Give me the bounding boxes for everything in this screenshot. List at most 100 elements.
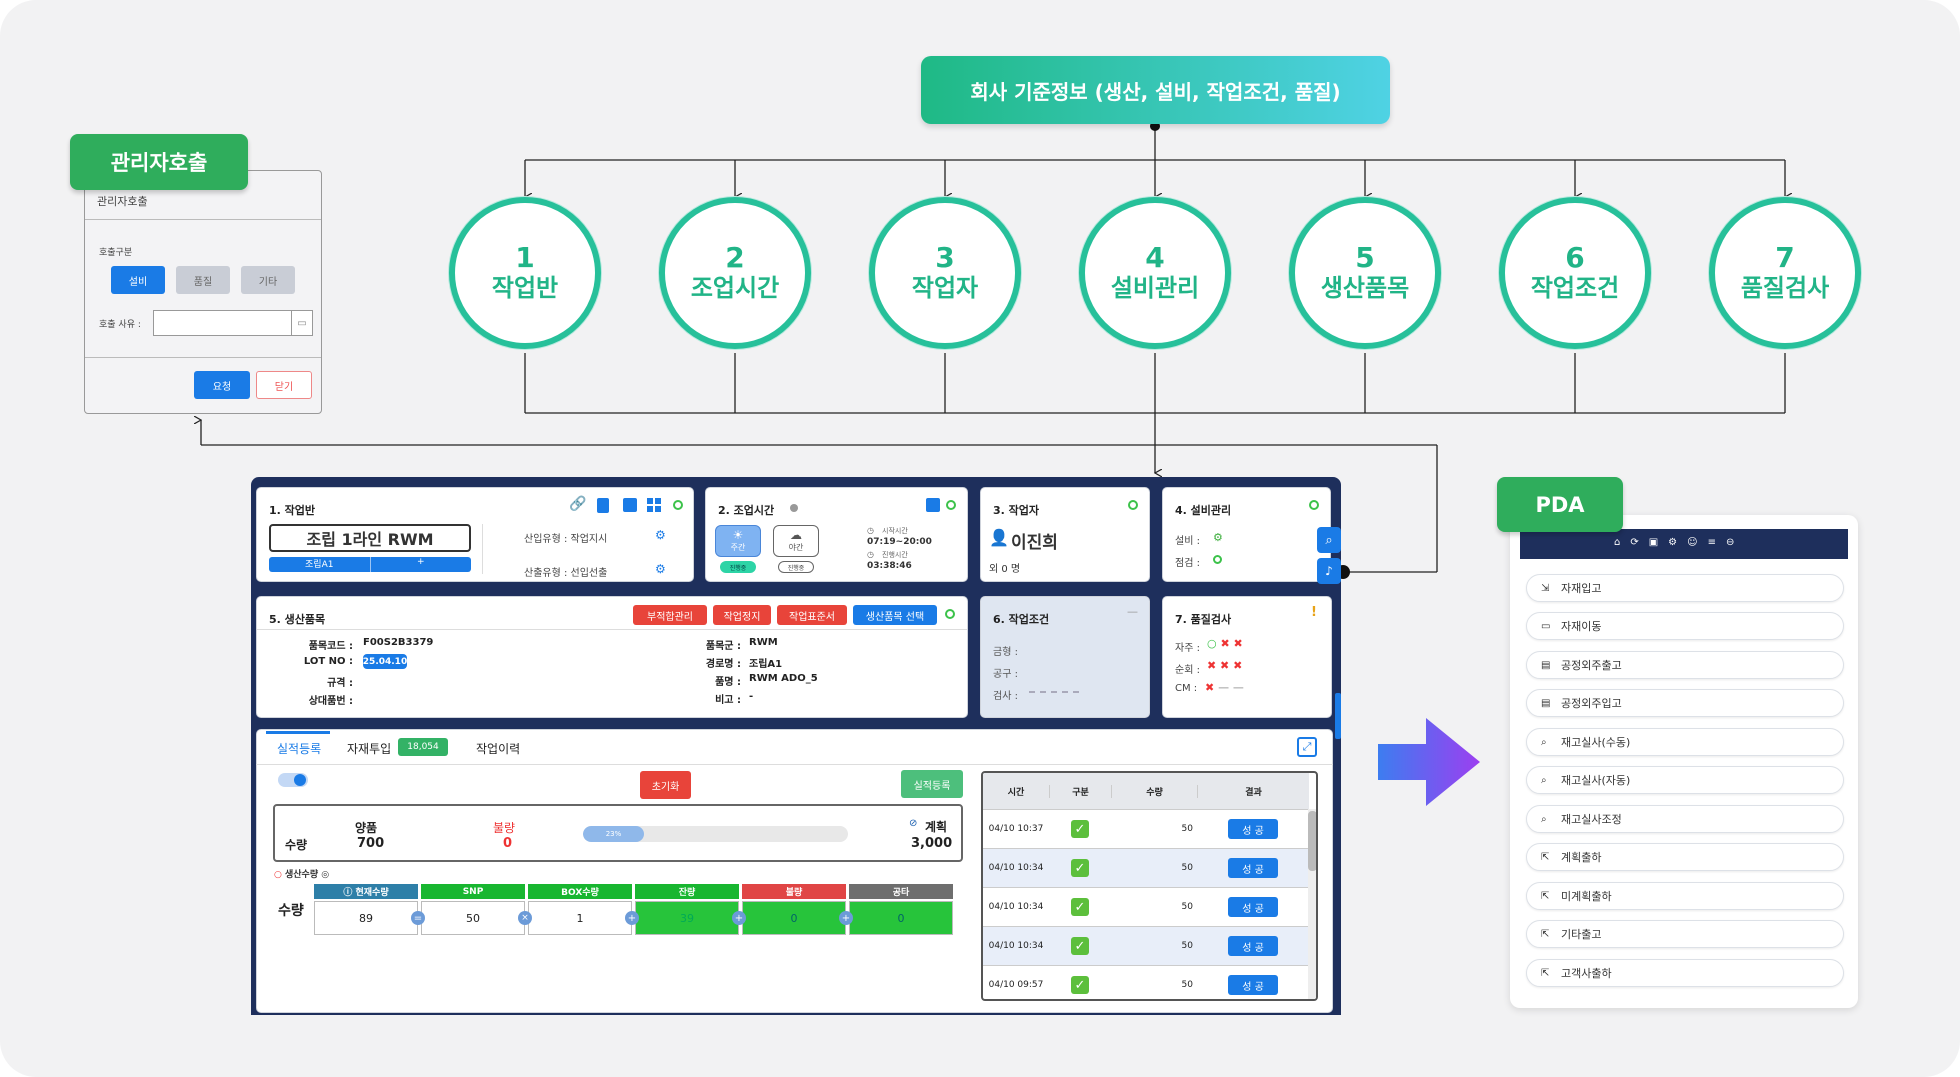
row-time: 04/10 09:57 xyxy=(988,980,1044,990)
sun-icon: ☀ xyxy=(732,528,744,542)
table-row[interactable]: 04/10 10:37 ✓ 50 성 공 xyxy=(983,809,1309,848)
item-name-label: 품명 : xyxy=(715,677,741,688)
pda-toolbar-icons[interactable]: ⌂⟳▣⚙☺≡⊖ xyxy=(1614,537,1745,548)
work-standard-button[interactable]: 작업표준서 xyxy=(777,605,847,625)
register-result-button[interactable]: 실적등록 xyxy=(901,770,963,798)
pda-panel: ⌂⟳▣⚙☺≡⊖ ⇲ 자재입고 ▭ 자재이동 ▤ 공정외주출고 ▤ 공정외주입고 ⌕ 재고실… xyxy=(1510,515,1858,1008)
tab-material-input[interactable]: 자재투입 xyxy=(347,742,392,756)
pda-menu-item[interactable]: ⇲ 자재입고 xyxy=(1526,574,1844,602)
current-qty-input[interactable]: 89 xyxy=(314,901,418,935)
equals-icon: = xyxy=(411,911,425,925)
success-button[interactable]: 성 공 xyxy=(1228,936,1278,956)
reset-button[interactable]: 초기화 xyxy=(640,771,691,799)
check-icon[interactable]: ✓ xyxy=(1071,820,1089,838)
success-button[interactable]: 성 공 xyxy=(1228,858,1278,878)
pda-menu-item[interactable]: ⇱ 기타출고 xyxy=(1526,920,1844,948)
check-icon[interactable]: ✓ xyxy=(1071,898,1089,916)
pda-menu-item[interactable]: ▤ 공정외주출고 xyxy=(1526,651,1844,679)
pda-menu-item[interactable]: ⌕ 재고실사조정 xyxy=(1526,805,1844,833)
pda-menu-label: 기타출고 xyxy=(1561,928,1602,941)
worker-name[interactable]: 이진희 xyxy=(1011,533,1058,553)
panel-scroll-indicator[interactable] xyxy=(1335,693,1341,739)
toggle-switch[interactable] xyxy=(278,773,308,787)
idle-input[interactable]: 0 xyxy=(849,901,953,935)
expand-icon[interactable]: ⤢ xyxy=(1297,737,1317,757)
row-qty: 50 xyxy=(1181,980,1193,990)
type-other-button[interactable]: 기타 xyxy=(241,266,295,294)
elapsed-time-value: 03:38:46 xyxy=(867,561,912,571)
pda-menu-label: 재고실사(수동) xyxy=(1561,736,1631,749)
reason-input[interactable] xyxy=(153,310,293,336)
night-label: 야간 xyxy=(788,543,804,552)
select-product-button[interactable]: 생산품목 선택 xyxy=(853,605,937,625)
link-icon[interactable]: 🔗 xyxy=(569,496,587,512)
night-shift-button[interactable]: ☁ 야간 xyxy=(773,525,819,557)
table-scrollbar[interactable] xyxy=(1308,809,1316,999)
success-button[interactable]: 성 공 xyxy=(1228,897,1278,917)
progress-bar: 23% xyxy=(583,826,848,842)
defect-input[interactable]: 0 xyxy=(742,901,846,935)
col-result[interactable]: 결과 xyxy=(1197,784,1309,798)
list-icon[interactable] xyxy=(623,498,637,512)
bell-icon[interactable]: ♪ xyxy=(1317,558,1341,584)
module-number: 7 xyxy=(1775,241,1795,274)
success-button[interactable]: 성 공 xyxy=(1228,975,1278,995)
pda-menu-item[interactable]: ⇱ 고객사출하 xyxy=(1526,959,1844,987)
card-title: 5. 생산품목 xyxy=(269,613,326,626)
col-qty[interactable]: 수량 xyxy=(1111,784,1197,798)
day-shift-button[interactable]: ☀ 주간 xyxy=(715,525,761,557)
box-qty-input[interactable]: 1 xyxy=(528,901,632,935)
check-icon[interactable]: ✓ xyxy=(1071,859,1089,877)
gear-icon[interactable]: ⚙ xyxy=(655,562,666,576)
process-out-icon: ▤ xyxy=(1541,659,1551,671)
tab-result-register[interactable]: 실적등록 xyxy=(277,742,322,756)
type-quality-button[interactable]: 품질 xyxy=(176,266,230,294)
type-equipment-button[interactable]: 설비 xyxy=(111,266,165,294)
request-button[interactable]: 요청 xyxy=(194,371,250,399)
remark-label: 비고 : xyxy=(715,695,741,706)
check-icon[interactable]: ✓ xyxy=(1071,976,1089,994)
status-dot-icon xyxy=(790,504,798,512)
success-button[interactable]: 성 공 xyxy=(1228,819,1278,839)
pda-menu-item[interactable]: ⌕ 재고실사(자동) xyxy=(1526,766,1844,794)
tab-work-history[interactable]: 작업이력 xyxy=(476,742,521,756)
table-row[interactable]: 04/10 10:34 ✓ 50 성 공 xyxy=(983,926,1309,965)
check-icon[interactable]: ✓ xyxy=(1071,937,1089,955)
stop-work-button[interactable]: 작업정지 xyxy=(713,605,771,625)
route-label: 경로명 : xyxy=(705,659,741,670)
card-title: 4. 설비관리 xyxy=(1175,504,1232,517)
pda-menu-item[interactable]: ⇱ 미계획출하 xyxy=(1526,882,1844,910)
memo-icon[interactable]: ▭ xyxy=(291,310,313,336)
document-icon[interactable] xyxy=(597,498,609,513)
search-icon[interactable]: ⌕ xyxy=(1317,527,1341,553)
admin-call-tag: 관리자호출 xyxy=(70,134,248,190)
pda-menu-label: 계획출하 xyxy=(1561,851,1602,864)
divider xyxy=(256,764,1333,765)
gear-icon[interactable]: ⚙ xyxy=(655,528,666,542)
inspection-label: 검사 : xyxy=(993,691,1018,702)
pda-menu-item[interactable]: ⌕ 재고실사(수동) xyxy=(1526,728,1844,756)
equipment-card: 4. 설비관리 설비 : ⚙ 점검 : xyxy=(1162,487,1331,582)
close-button[interactable]: 닫기 xyxy=(256,371,312,399)
good-value: 700 xyxy=(357,836,385,851)
pda-menu-item[interactable]: ▭ 자재이동 xyxy=(1526,612,1844,640)
table-row[interactable]: 04/10 10:34 ✓ 50 성 공 xyxy=(983,887,1309,926)
plus-icon: + xyxy=(839,911,853,925)
lot-label: LOT NO : xyxy=(303,656,353,667)
nonconformity-button[interactable]: 부적합관리 xyxy=(633,605,707,625)
row-qty: 50 xyxy=(1181,941,1193,951)
sub-line-bar[interactable]: 조립A1 + xyxy=(269,557,471,572)
table-row[interactable]: 04/10 10:34 ✓ 50 성 공 xyxy=(983,848,1309,887)
snp-input[interactable]: 50 xyxy=(421,901,525,935)
list-icon[interactable] xyxy=(926,498,940,512)
add-sub-line-button[interactable]: + xyxy=(369,557,472,572)
grid-icon[interactable] xyxy=(647,498,661,512)
col-header-idle: 공타 xyxy=(849,884,953,899)
pda-menu-item[interactable]: ▤ 공정외주입고 xyxy=(1526,689,1844,717)
line-name[interactable]: 조립 1라인 RWM xyxy=(269,524,471,552)
table-row[interactable]: 04/10 09:57 ✓ 50 성 공 xyxy=(983,965,1309,999)
pda-menu-item[interactable]: ⇱ 계획출하 xyxy=(1526,843,1844,871)
row-time: 04/10 10:34 xyxy=(988,902,1044,912)
cm-check-label: CM : xyxy=(1175,683,1198,694)
flow-arrow-icon xyxy=(1378,718,1480,806)
